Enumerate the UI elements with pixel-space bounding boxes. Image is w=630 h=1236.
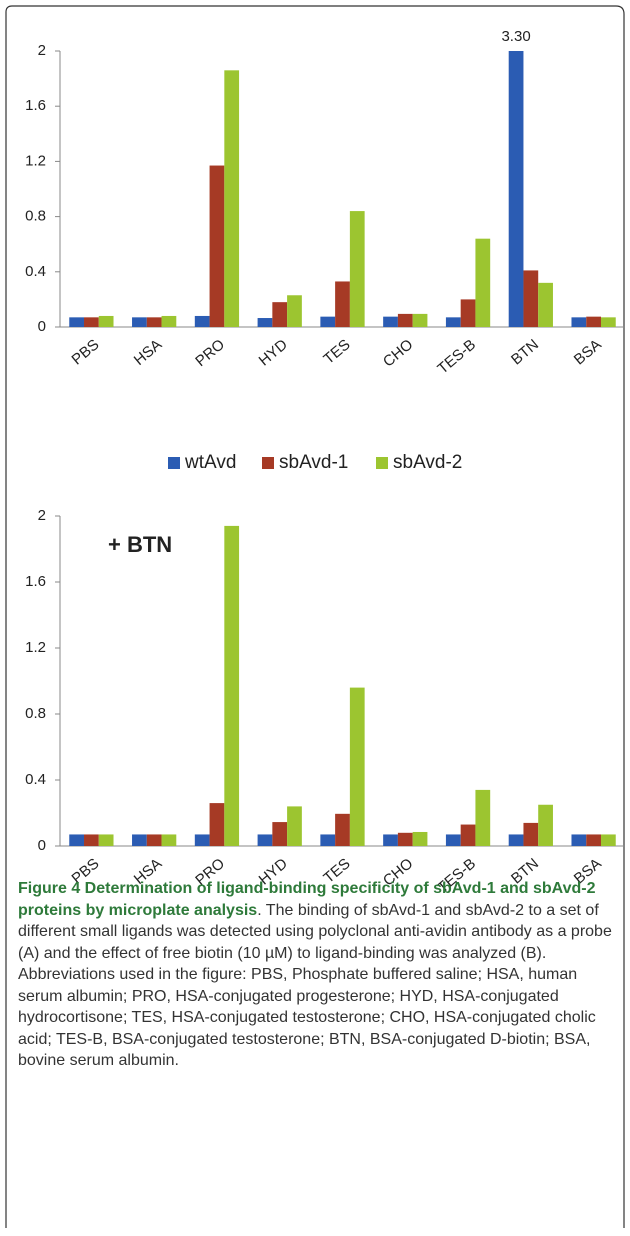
y-tick-label: 2 <box>38 42 46 59</box>
legend-label: sbAvd-1 <box>279 452 348 473</box>
y-tick-label: 1.6 <box>25 97 46 114</box>
bar <box>257 318 273 327</box>
x-tick-label: BSA <box>571 336 605 368</box>
x-tick-label: PBS <box>69 336 103 368</box>
x-tick-label: HYD <box>256 336 291 369</box>
bar <box>209 803 225 846</box>
bar <box>272 822 288 846</box>
bar <box>257 834 273 846</box>
x-tick-label: TES <box>320 336 353 368</box>
y-tick-label: 0.4 <box>25 771 46 788</box>
bar <box>383 316 398 327</box>
bar <box>194 315 210 327</box>
bar <box>98 834 114 846</box>
bar <box>287 295 302 327</box>
bar <box>209 165 225 327</box>
legend-label: sbAvd-2 <box>393 452 462 473</box>
bar <box>272 302 288 327</box>
bar <box>84 317 99 327</box>
bar <box>475 238 491 327</box>
y-tick-label: 0.4 <box>25 263 46 280</box>
bar <box>571 834 587 846</box>
bar <box>586 834 601 846</box>
y-tick-label: 1.2 <box>25 152 46 169</box>
y-tick-label: 0 <box>38 318 46 335</box>
bar <box>460 299 476 327</box>
bar <box>69 317 85 327</box>
bar <box>600 317 616 327</box>
frame <box>5 5 625 1228</box>
bar <box>412 831 428 846</box>
bar <box>445 317 461 327</box>
x-tick-label: BTN <box>508 336 542 368</box>
bar <box>538 282 553 327</box>
bar <box>397 832 413 846</box>
legend-label: wtAvd <box>184 452 236 473</box>
bar <box>161 315 177 327</box>
bar <box>224 70 240 327</box>
bar <box>98 315 114 327</box>
bar <box>349 211 365 327</box>
y-tick-label: 0.8 <box>25 208 46 225</box>
bar <box>349 687 365 846</box>
bar <box>335 281 350 327</box>
x-tick-label: HSA <box>131 336 166 369</box>
bar <box>523 270 539 327</box>
bar <box>397 313 413 327</box>
bar <box>84 834 99 846</box>
bar <box>224 525 240 846</box>
caption-text: . The binding of sbAvd-1 and sbAvd-2 to … <box>18 901 612 1070</box>
caption-label: Figure 4 Determination of ligand-binding… <box>18 880 596 919</box>
bar <box>320 316 336 327</box>
bar <box>132 834 147 846</box>
value-label: 3.30 <box>501 28 530 45</box>
x-tick-label: TES-B <box>434 336 479 377</box>
y-tick-label: 0 <box>38 837 46 854</box>
bar <box>69 834 85 846</box>
legend-swatch <box>262 457 274 469</box>
caption: Figure 4 Determination of ligand-binding… <box>18 878 616 1072</box>
y-tick-label: 1.6 <box>25 573 46 590</box>
y-tick-label: 1.2 <box>25 639 46 656</box>
y-tick-label: 0.8 <box>25 705 46 722</box>
bar <box>194 834 210 846</box>
bar <box>146 834 162 846</box>
bar <box>146 317 162 327</box>
bar <box>412 313 428 327</box>
bar <box>335 813 350 846</box>
bar <box>132 317 147 327</box>
bar <box>508 51 524 327</box>
bar <box>445 834 461 846</box>
bar <box>586 316 601 327</box>
bar <box>475 789 491 846</box>
bar <box>508 834 524 846</box>
x-tick-label: PRO <box>192 336 228 370</box>
bar <box>600 834 616 846</box>
bar <box>538 804 553 846</box>
bar <box>523 822 539 846</box>
annotation: + BTN <box>108 532 172 557</box>
x-tick-label: CHO <box>380 336 416 370</box>
bar <box>383 834 398 846</box>
charts: 0 0.4 0.8 1.2 1.6 2 PBS HSA PRO HYD TES CHO TES-B BTN… <box>25 28 625 897</box>
y-tick-label: 2 <box>38 507 46 524</box>
bar <box>571 317 587 327</box>
legend-swatch <box>168 457 180 469</box>
bar <box>161 834 177 846</box>
bar <box>320 834 336 846</box>
bar <box>287 806 302 846</box>
bar <box>460 824 476 846</box>
legend-swatch <box>376 457 388 469</box>
